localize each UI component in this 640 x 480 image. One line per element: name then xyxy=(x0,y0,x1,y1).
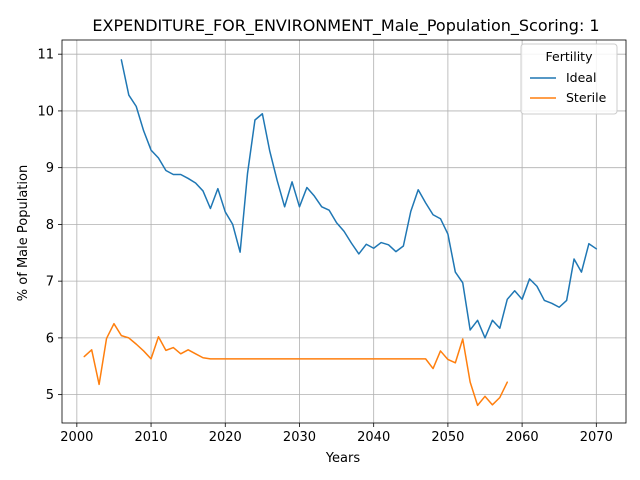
y-axis-ticks: 5 6 7 8 9 10 11 xyxy=(37,48,62,403)
legend-label-ideal: Ideal xyxy=(566,70,596,85)
y-tick-label: 7 xyxy=(46,275,54,290)
y-tick-label: 5 xyxy=(46,388,54,403)
legend-box xyxy=(520,43,618,115)
series-line-ideal xyxy=(120,59,598,339)
y-tick-label: 6 xyxy=(46,331,54,346)
y-tick-label: 10 xyxy=(37,104,54,119)
x-tick-label: 2000 xyxy=(60,430,93,445)
legend-title: Fertility xyxy=(546,49,594,64)
x-tick-label: 2030 xyxy=(283,430,316,445)
y-tick-label: 8 xyxy=(46,218,54,233)
x-tick-label: 2060 xyxy=(506,430,539,445)
plot-frame xyxy=(61,39,627,424)
series-line-sterile xyxy=(83,322,509,407)
x-tick-label: 2040 xyxy=(357,430,390,445)
x-tick-label: 2050 xyxy=(431,430,464,445)
x-tick-label: 2070 xyxy=(580,430,613,445)
series-layer xyxy=(83,59,598,407)
chart-title: EXPENDITURE_FOR_ENVIRONMENT_Male_Populat… xyxy=(92,16,599,36)
x-axis-label: Years xyxy=(325,451,361,466)
y-tick-label: 9 xyxy=(46,161,54,176)
x-tick-label: 2020 xyxy=(209,430,242,445)
y-tick-label: 11 xyxy=(37,48,54,63)
legend: Fertility Ideal Sterile xyxy=(520,43,618,115)
legend-label-sterile: Sterile xyxy=(566,90,607,105)
x-tick-label: 2010 xyxy=(135,430,168,445)
x-axis-ticks: 2000 2010 2020 2030 2040 2050 2060 2070 xyxy=(60,423,613,445)
y-axis-label: % of Male Population xyxy=(16,165,31,301)
